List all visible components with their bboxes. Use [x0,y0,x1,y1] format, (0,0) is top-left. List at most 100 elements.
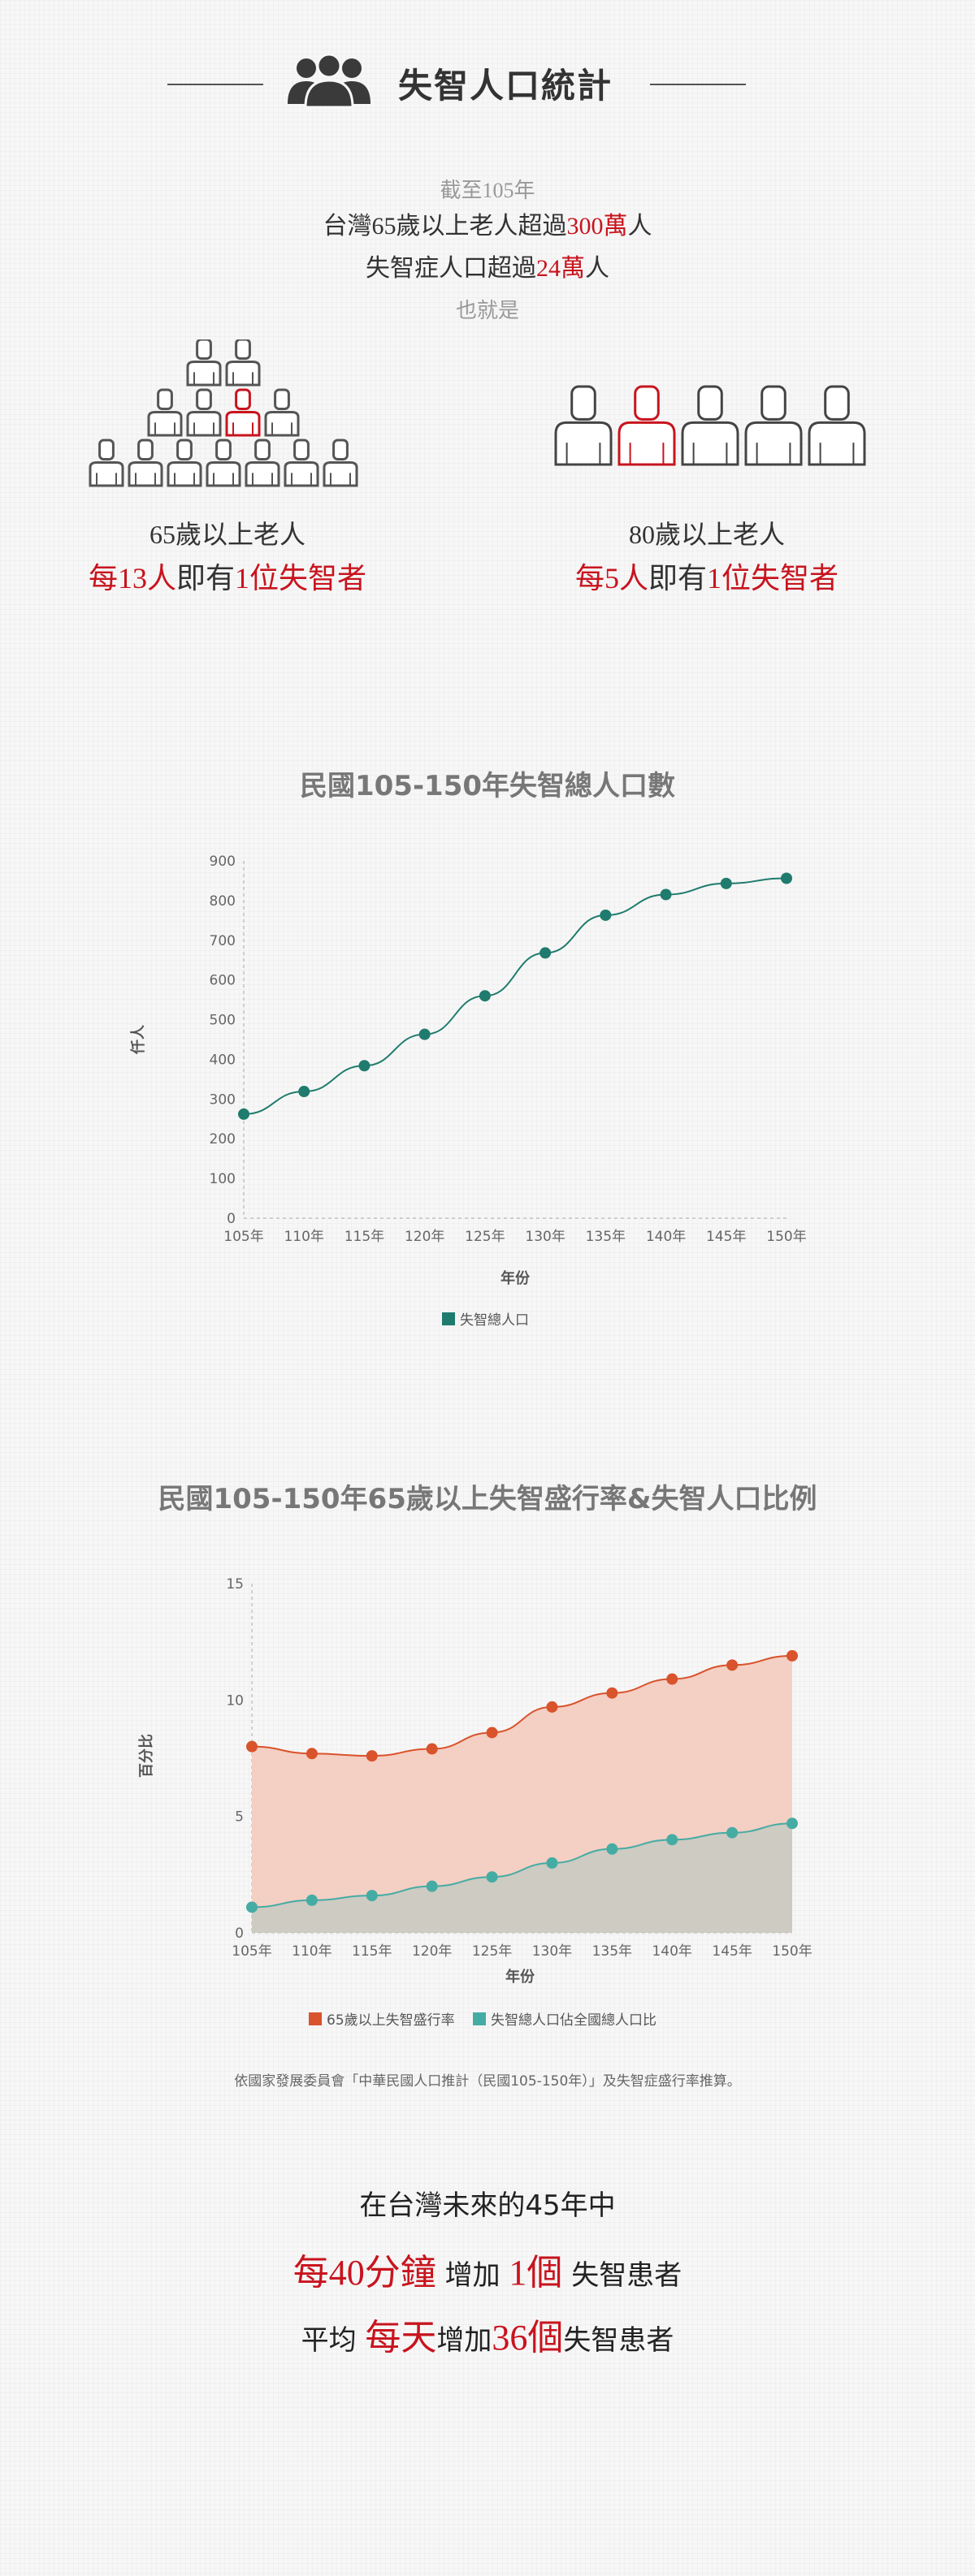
person [147,388,183,437]
person-body [554,421,613,466]
chart1-y-tick-label: 600 [210,973,236,989]
person-head [98,439,115,461]
person-head [634,385,660,421]
chart2-y-tick-label: 5 [235,1809,244,1826]
pyramid-people-icon [89,339,358,487]
person-head [215,439,232,461]
chart1-data-point [781,872,792,884]
person-head [697,385,723,421]
person [681,385,739,466]
chart1-data-point [358,1060,370,1072]
chart1-title: 民國105-150年失智總人口數 [299,770,676,802]
intro-elderly-pre: 台灣65歲以上老人超過 [323,213,567,240]
person-highlighted [618,385,676,466]
chart1-y-tick-label: 300 [210,1091,236,1108]
chart2-legend-label: 65歲以上失智盛行率 [327,2012,455,2029]
chart1-y-tick-label: 200 [210,1131,236,1148]
ending-average: 平均 [301,2324,366,2357]
ratio80-post: 1位失智者 [707,562,839,594]
chart2-x-tick-label: 150年 [772,1943,812,1960]
person [89,439,124,487]
ending-every-40min: 每40分鐘 [292,2253,436,2293]
chart2-data-point [366,1890,378,1902]
intro-dementia-pre: 失智症人口超過 [366,255,536,282]
chart1-data-point [418,1028,431,1040]
ending-patient-2: 失智患者 [563,2324,674,2357]
person-head [254,439,271,461]
chart1-x-axis-label: 年份 [500,1269,531,1287]
chart2-data-point [246,1901,258,1913]
chart2-x-tick-label: 140年 [652,1943,691,1960]
intro-dementia-post: 人 [585,255,609,282]
chart2-data-point [486,1727,498,1739]
ending-36: 36個 [492,2318,564,2358]
chart2-data-point [726,1826,739,1839]
person [744,385,803,466]
intro-elderly-number: 300萬 [566,213,628,240]
chart2-x-tick-label: 115年 [352,1943,392,1960]
chart2-legend-swatch [309,2012,322,2025]
ratio65-text: 每13人即有1位失智者 [65,555,390,597]
people-group-icon [288,54,370,109]
person-head [157,388,173,411]
chart1-x-tick-label: 120年 [405,1229,444,1245]
chart1-x-tick-label: 105年 [223,1229,263,1245]
intro-dementia-count: 失智症人口超過24萬人 [0,248,975,283]
chart1-x-tick-label: 125年 [465,1229,505,1245]
chart2-data-point [666,1673,678,1685]
chart1-x-tick-label: 110年 [284,1229,323,1245]
person-body [89,461,124,487]
person [186,388,222,437]
person-head [235,339,251,361]
person-body [323,461,358,487]
person-highlighted [225,388,261,437]
intro-elderly-post: 人 [627,213,652,240]
person-body [808,421,866,466]
chart1-data-point [540,947,552,959]
chart2-legend-label: 失智總人口佔全國總人口比 [491,2012,656,2029]
chart1-data-point [660,888,672,901]
person-head [332,439,349,461]
person [128,439,163,487]
person-body [206,461,241,487]
person-head [235,388,251,411]
person-body [147,411,183,437]
chart2-y-tick-label: 15 [226,1576,244,1593]
person [323,439,358,487]
chart1-y-tick-label: 900 [210,854,236,870]
person-body [681,421,739,466]
chart1-legend-swatch [442,1312,455,1325]
page-title: 失智人口統計 [398,66,613,106]
person-body [167,461,202,487]
chart2-series-line [251,1822,793,1908]
header-rule-left [167,84,263,85]
chart2-x-tick-label: 130年 [532,1943,572,1960]
person-body [186,361,222,387]
person-head [176,439,193,461]
chart1-x-tick-label: 145年 [706,1229,746,1245]
ending-one: 1個 [509,2253,563,2293]
chart2-series-line [251,1654,793,1757]
chart2-data-point [486,1871,498,1883]
chart2-data-point [786,1817,798,1830]
ending-heading: 在台灣未來的45年中 [359,2189,616,2222]
intro-date: 截至105年 [440,179,535,202]
chart2-data-point [726,1659,739,1671]
chart2-x-tick-label: 145年 [712,1943,752,1960]
chart2-data-point [546,1701,558,1713]
person [284,439,319,487]
person-head [137,439,154,461]
ratio80-text: 每5人即有1位失智者 [544,555,869,597]
chart1-x-tick-label: 130年 [525,1229,565,1245]
person-body [284,461,319,487]
ending-increase: 增加 [436,2259,509,2292]
person [167,439,202,487]
chart1-data-point [720,877,732,889]
chart2-data-point [426,1880,438,1892]
person-body [225,411,261,437]
chart1-x-tick-label: 150年 [766,1229,806,1245]
person [808,385,866,466]
person [186,339,222,387]
chart1-series-line [243,877,787,1115]
ratio65-mid: 即有 [176,562,235,594]
